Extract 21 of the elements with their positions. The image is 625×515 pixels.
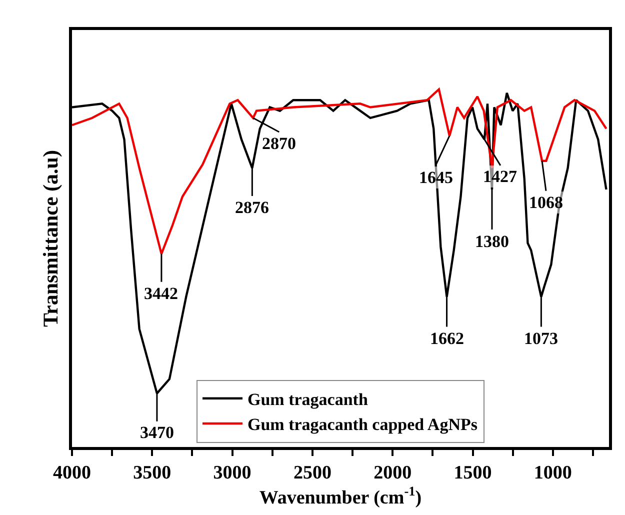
x-tick-label: 2000 [374, 462, 412, 484]
x-tick-label: 1000 [534, 462, 572, 484]
x-tick-label: 3000 [213, 462, 252, 484]
x-tick-label: 2500 [293, 462, 332, 484]
y-axis-title: Transmittance (a.u) [38, 150, 62, 327]
annotation: 2870 [262, 134, 296, 153]
x-axis-title: Wavenumber (cm$^{-1}$) [259, 484, 422, 509]
annotation: 1073 [524, 329, 558, 348]
x-tick-label: 1500 [454, 462, 492, 484]
x-tick-label: 4000 [53, 462, 91, 484]
annotation: 2876 [235, 198, 269, 217]
x-tick-label: 3500 [133, 462, 172, 484]
annotation: 3470 [140, 423, 174, 442]
legend-label: Gum tragacanth capped AgNPs [248, 415, 478, 434]
annotation: 1380 [475, 232, 509, 251]
annotation: 1662 [430, 329, 464, 348]
annotation: 3442 [144, 284, 178, 303]
annotation: 1645 [419, 168, 453, 187]
legend-label: Gum tragacanth [248, 390, 368, 410]
annotation: 1427 [483, 167, 518, 186]
annotation: 1068 [529, 193, 563, 212]
